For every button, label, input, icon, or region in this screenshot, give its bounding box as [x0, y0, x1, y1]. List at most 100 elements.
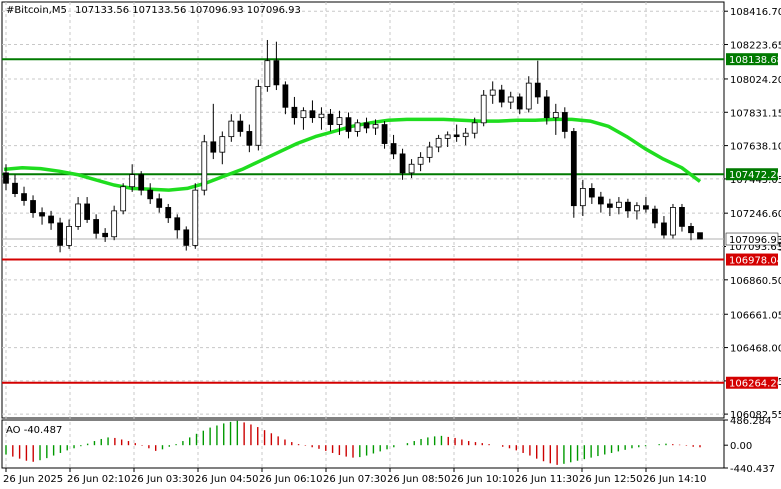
candles — [3, 39, 703, 253]
candle-body — [228, 120, 235, 138]
time-axis: 26 Jun 2025 26 Jun 02:10 26 Jun 03:30 26 Ju… — [3, 468, 707, 485]
candle-body — [354, 122, 361, 132]
candle-body — [525, 82, 532, 110]
support-upper-label: 106978.04 — [729, 256, 781, 267]
current-price-label-box — [725, 232, 779, 246]
y-tick-label: 108223.65 — [730, 41, 781, 52]
candle-body — [39, 212, 45, 217]
candle-body — [579, 188, 586, 207]
candle-body — [84, 203, 90, 220]
ao-label: AO -40.487 — [6, 425, 62, 436]
resistance-upper-label-box — [726, 53, 778, 66]
candle-body — [516, 96, 523, 110]
candle-body — [480, 94, 487, 124]
candle-body — [498, 89, 505, 103]
candle-body — [417, 156, 424, 165]
candle-body — [507, 96, 514, 103]
candle-body — [363, 122, 370, 129]
candle-body — [300, 110, 307, 119]
candle-body — [192, 189, 199, 246]
y-tick-label: 108024.20 — [730, 75, 781, 86]
candle-body — [652, 208, 658, 224]
horizontal-levels[interactable] — [2, 58, 724, 384]
candle-body — [543, 96, 550, 119]
y-tick-label: 108416.70 — [730, 7, 781, 18]
candle-body — [444, 134, 451, 139]
candle-body — [75, 203, 81, 227]
candle-body — [670, 207, 676, 236]
candle-body — [606, 203, 613, 208]
y-tick-label: 107831.15 — [730, 108, 781, 119]
x-tick-label: 26 Jun 03:30 — [131, 474, 195, 485]
candle-body — [381, 124, 388, 144]
candle-body — [435, 137, 442, 148]
current-price-label: 107096.93 — [729, 235, 781, 246]
y-tick-label: 107246.60 — [730, 209, 781, 220]
candle-body — [453, 134, 460, 138]
resistance-lower-label: 107472.20 — [729, 170, 781, 181]
x-tick-label: 26 Jun 04:50 — [195, 474, 259, 485]
candle-body — [291, 106, 298, 119]
candle-body — [697, 232, 703, 240]
candle-body — [147, 189, 154, 200]
candle-body — [120, 186, 127, 212]
candle-body — [471, 122, 478, 134]
ao-tick-label: 0.00 — [730, 441, 752, 452]
x-tick-label: 26 Jun 07:30 — [323, 474, 387, 485]
candle-body — [12, 182, 18, 195]
candle-body — [30, 200, 36, 213]
candle-body — [273, 60, 280, 86]
x-tick-label: 26 Jun 11:30 — [515, 474, 579, 485]
candle-body — [183, 229, 190, 246]
candle-body — [345, 117, 352, 132]
header-symbol: #Bitcoin,M5 — [6, 5, 67, 16]
candle-body — [174, 217, 181, 231]
candle-body — [57, 222, 63, 246]
y-tick-label: 106082.55 — [730, 410, 781, 421]
candle-body — [48, 215, 54, 224]
candle-body — [426, 146, 433, 158]
support-lower-label-box — [726, 376, 778, 389]
candle-body — [111, 210, 118, 238]
support-lower-label: 106264.26 — [729, 379, 781, 390]
candle-body — [489, 89, 496, 96]
candle-body — [390, 143, 397, 155]
candle-body — [561, 112, 568, 132]
candle-body — [102, 232, 109, 238]
x-tick-label: 26 Jun 2025 — [3, 474, 63, 485]
candle-body — [408, 163, 415, 174]
candle-body — [21, 193, 27, 201]
candle-body — [210, 141, 217, 153]
x-tick-label: 26 Jun 14:10 — [643, 474, 707, 485]
candle-body — [246, 131, 253, 146]
grid-lines — [2, 2, 724, 468]
ma-line — [3, 117, 702, 192]
candle-body — [634, 205, 640, 212]
x-tick-label: 26 Jun 06:10 — [259, 474, 323, 485]
candle-body — [372, 124, 379, 129]
candle-body — [336, 117, 343, 125]
candle-body — [282, 84, 289, 108]
support-upper-label-box — [726, 253, 778, 266]
x-tick-label: 26 Jun 02:10 — [67, 474, 131, 485]
y-tick-label: 107638.10 — [730, 142, 781, 153]
ao-plot-frame — [1, 419, 725, 469]
x-tick-label: 26 Jun 08:50 — [387, 474, 451, 485]
ao-histogram — [5, 420, 701, 465]
candle-body — [679, 207, 685, 227]
resistance-upper-label: 108138.68 — [729, 55, 781, 66]
resistance-lower-label-box — [726, 168, 778, 181]
price-axis: 108416.70 108223.65 108024.20 107831.15 1076… — [724, 7, 781, 421]
candle-body — [165, 207, 172, 219]
candle-body — [219, 136, 226, 153]
moving-average — [3, 117, 702, 192]
header-ohlc: 107133.56 107133.56 107096.93 107096.93 — [75, 5, 301, 16]
candle-body — [597, 196, 604, 205]
candle-body — [318, 113, 325, 119]
y-tick-label: 106468.00 — [730, 344, 781, 355]
candle-body — [66, 225, 72, 246]
main-plot-frame — [1, 1, 725, 419]
candle-body — [570, 131, 577, 207]
candle-body — [462, 132, 469, 138]
